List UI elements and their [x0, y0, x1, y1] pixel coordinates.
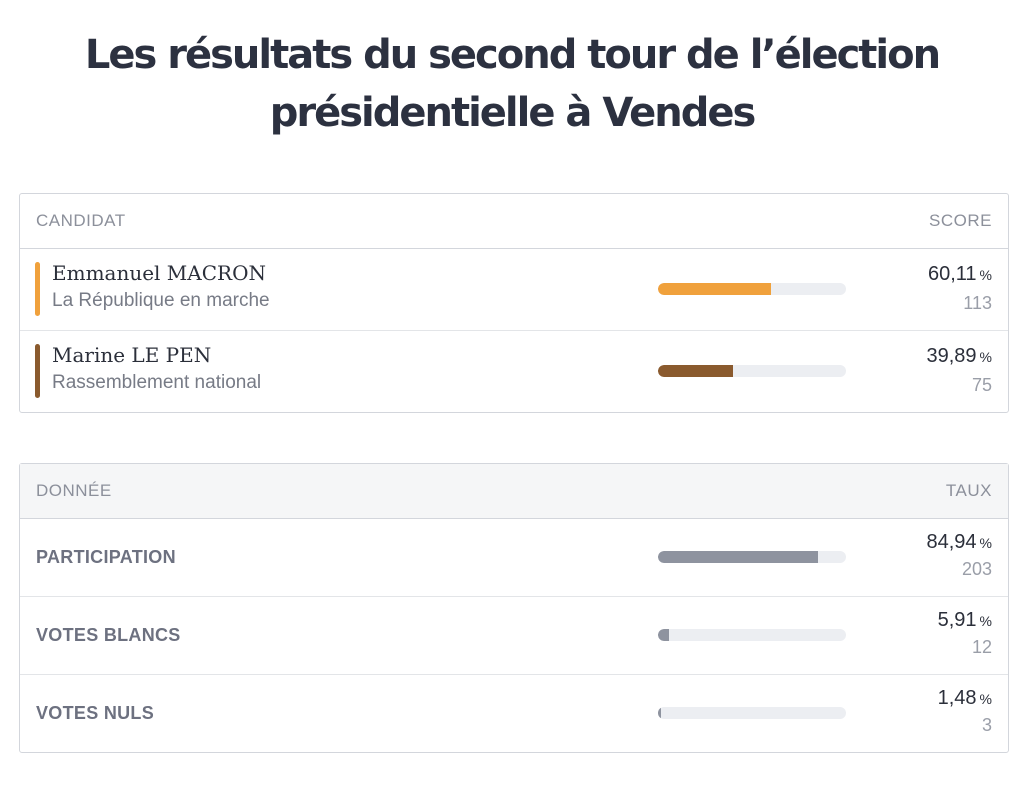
stat-row-votes-blancs: VOTES BLANCS 5,91% 12 [20, 597, 1008, 675]
percent-unit: % [979, 613, 992, 629]
stat-label: VOTES BLANCS [36, 625, 181, 645]
column-header-donnee: DONNÉE [36, 481, 112, 500]
rate-bar-track [658, 707, 846, 719]
vote-count: 113 [963, 293, 992, 313]
stat-count: 203 [961, 559, 992, 579]
score-percent: 39,89% [926, 345, 992, 368]
candidates-table-header: CANDIDAT SCORE [20, 194, 1008, 249]
candidate-name: Marine LE PEN [52, 343, 212, 367]
score-percent: 60,11% [928, 263, 992, 286]
rate-percent: 84,94% [926, 531, 992, 554]
stat-row-participation: PARTICIPATION 84,94% 203 [20, 519, 1008, 597]
candidate-party: La République en marche [52, 290, 270, 311]
score-percent-value: 60,11 [927, 263, 977, 285]
score-percent-value: 39,89 [926, 345, 977, 367]
percent-unit: % [979, 349, 992, 365]
candidate-party: Rassemblement national [52, 372, 262, 393]
rate-bar-fill [658, 551, 818, 563]
score-bar-fill [658, 365, 733, 377]
percent-unit: % [979, 267, 992, 283]
candidate-color-bar [35, 344, 40, 398]
rate-percent-value: 1,48 [937, 687, 977, 709]
stat-row-votes-nuls: VOTES NULS 1,48% 3 [20, 675, 1008, 752]
rate-bar-fill [658, 707, 661, 719]
rate-bar-track [658, 551, 846, 563]
column-header-score: SCORE [929, 211, 992, 230]
rate-bar-fill [658, 629, 670, 641]
candidate-color-bar [35, 262, 40, 316]
stat-count: 12 [971, 637, 992, 657]
rate-percent-value: 84,94 [926, 531, 977, 553]
candidates-table: CANDIDAT SCORE Emmanuel MACRON La Républ… [19, 193, 1009, 413]
candidate-row-lepen: Marine LE PEN Rassemblement national 39,… [20, 331, 1008, 412]
page-title: Les résultats du second tour de l’électi… [84, 32, 941, 136]
score-bar-fill [658, 283, 771, 295]
candidate-row-macron: Emmanuel MACRON La République en marche … [20, 249, 1008, 331]
stats-table-header: DONNÉE TAUX [20, 464, 1008, 519]
rate-bar-track [658, 629, 846, 641]
vote-count: 75 [971, 375, 992, 395]
score-bar-track [658, 283, 846, 295]
score-bar-track [658, 365, 846, 377]
stats-table: DONNÉE TAUX PARTICIPATION 84,94% 203 VOT… [19, 463, 1009, 753]
rate-percent-value: 5,91 [937, 609, 977, 631]
rate-percent: 1,48% [938, 687, 992, 710]
column-header-candidat: CANDIDAT [36, 211, 126, 230]
stat-label: VOTES NULS [36, 703, 155, 723]
stat-label: PARTICIPATION [36, 547, 176, 567]
column-header-taux: TAUX [945, 481, 992, 500]
rate-percent: 5,91% [938, 609, 992, 632]
candidate-name: Emmanuel MACRON [52, 261, 266, 285]
percent-unit: % [979, 535, 992, 551]
stat-count: 3 [981, 715, 992, 735]
percent-unit: % [979, 691, 992, 707]
